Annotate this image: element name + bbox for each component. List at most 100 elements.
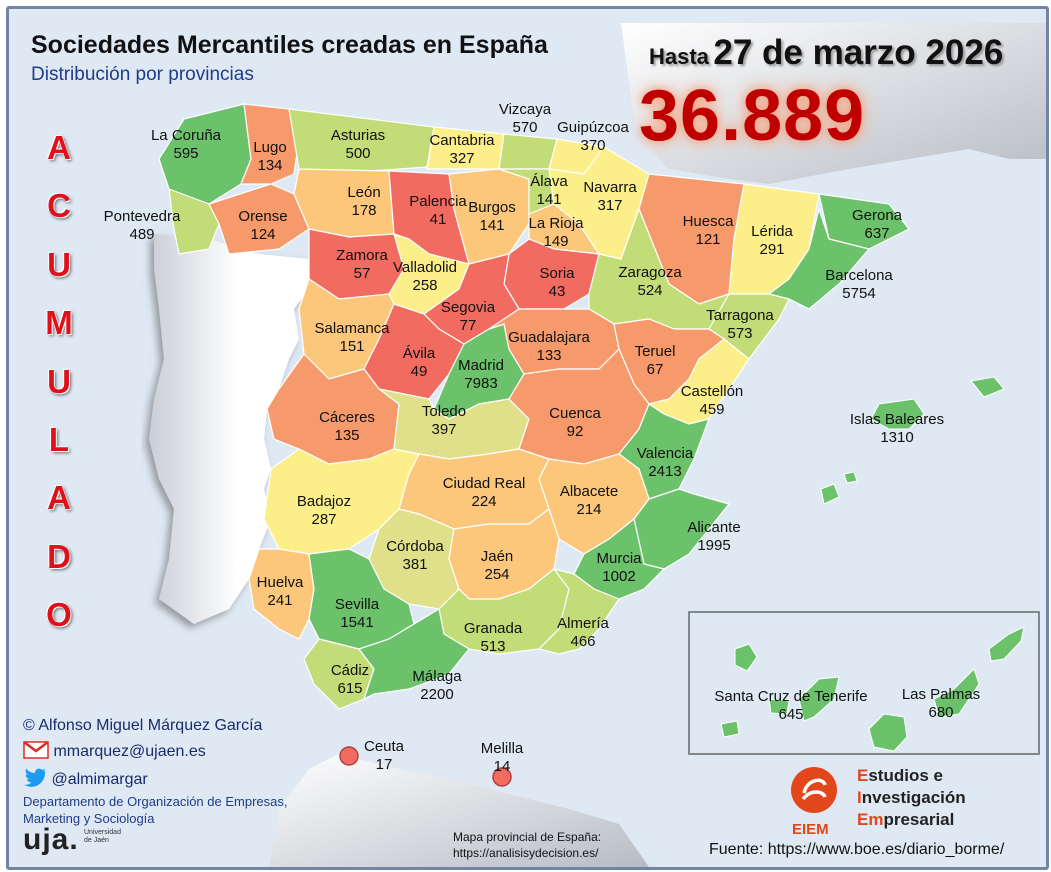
province-name: Valencia [636, 445, 694, 462]
vertical-letter: D [47, 537, 71, 575]
province-value: 214 [576, 501, 602, 518]
province-value: 1310 [880, 429, 914, 446]
date-value: 27 de marzo 2026 [713, 33, 1004, 72]
province-name: Castellón [680, 383, 744, 400]
province-value: 513 [480, 638, 506, 655]
province-value: 1002 [602, 568, 636, 585]
twitter-line[interactable]: @almimargar [23, 767, 148, 789]
province-label: Cáceres 135 [319, 409, 375, 445]
eiem-name: Estudios e Investigación Empresarial [857, 766, 966, 829]
province-label: Toledo 397 [422, 403, 466, 439]
province-value: 291 [759, 241, 785, 258]
province-value: 1995 [697, 537, 731, 554]
province-label: Barcelona 5754 [825, 267, 893, 303]
map-source-link[interactable]: https://analisisydecision.es/ [453, 846, 599, 860]
province-value: 241 [267, 592, 293, 609]
province-name: Cuenca [549, 405, 601, 422]
spain-province-map [149, 23, 1046, 867]
province-label: Lugo 134 [253, 139, 286, 175]
date-heading: Hasta 27 de marzo 2026 [649, 33, 1003, 73]
province-label: Segovia 77 [441, 299, 495, 335]
province-label: Huelva 241 [257, 574, 304, 610]
province-value: 5754 [842, 285, 876, 302]
province-label: La Rioja 149 [528, 215, 583, 251]
province-name: Ávila [402, 345, 436, 362]
province-name: Vizcaya [498, 101, 552, 118]
province-value: 370 [580, 137, 606, 154]
province-label: Madrid 7983 [458, 357, 504, 393]
vertical-letter: L [48, 420, 70, 458]
province-name: Jaén [480, 548, 514, 565]
province-gerona[interactable] [818, 193, 910, 250]
total-count: 36.889 [639, 76, 866, 156]
ceuta-marker[interactable] [339, 746, 359, 766]
canary-islands[interactable] [720, 626, 1025, 752]
province-name: La Rioja [528, 215, 584, 232]
province-label: Córdoba 381 [386, 538, 444, 574]
province-name: Zaragoza [618, 264, 682, 281]
province-name: La Coruña [150, 127, 222, 144]
vertical-letter: U [47, 245, 71, 283]
province-name: Palencia [409, 193, 467, 210]
page-subtitle: Distribución por provincias [31, 64, 254, 85]
province-orense[interactable] [208, 183, 310, 255]
province-label: Jaén 254 [481, 548, 514, 584]
province-name: Madrid [458, 357, 504, 374]
province-label: Badajoz 287 [297, 493, 351, 529]
province-label: Ávila 49 [403, 345, 436, 381]
province-value: 500 [345, 145, 371, 162]
province-label: Alicante 1995 [687, 519, 740, 555]
province-value: 41 [429, 211, 447, 228]
data-source[interactable]: Fuente: https://www.boe.es/diario_borme/ [709, 841, 1005, 858]
province-name: Islas Baleares [849, 411, 945, 428]
vertical-letter: U [47, 362, 71, 400]
province-label: Cantabria 327 [429, 132, 494, 168]
province-value: 121 [695, 231, 721, 248]
province-avila[interactable] [363, 303, 465, 400]
province-name: Ciudad Real [442, 475, 526, 492]
province-label: Lérida 291 [751, 223, 793, 259]
twitter-icon [24, 768, 46, 787]
melilla-marker[interactable] [492, 767, 512, 787]
eiem-logo-icon [791, 767, 837, 813]
province-label: Tarragona 573 [706, 307, 774, 343]
province-name: Melilla [480, 740, 524, 757]
province-name: Valladolid [393, 259, 457, 276]
province-value: 149 [543, 233, 569, 250]
province-barcelona[interactable] [767, 206, 871, 310]
province-label: León 178 [347, 184, 380, 220]
province-label: Melilla 14 [481, 740, 524, 776]
province-name: Soria [539, 265, 575, 282]
province-value: 92 [566, 423, 584, 440]
email-line[interactable]: mmarquez@ujaen.es [23, 741, 206, 761]
province-value: 141 [479, 217, 505, 234]
balearic-islands[interactable] [820, 376, 1005, 505]
department-line: Departamento de Organización de Empresas… [23, 794, 288, 809]
province-label: Sevilla 1541 [335, 596, 379, 632]
province-vizcaya[interactable] [498, 133, 558, 170]
province-label: Guadalajara 133 [508, 329, 590, 365]
province-name: Teruel [634, 343, 676, 360]
province-almeria[interactable] [537, 568, 620, 655]
province-asturias[interactable] [288, 108, 435, 172]
province-value: 615 [337, 680, 363, 697]
province-value: 381 [402, 556, 428, 573]
province-value: 141 [536, 191, 562, 208]
province-label: Valladolid 258 [393, 259, 457, 295]
province-value: 17 [375, 756, 393, 773]
email-text: mmarquez@ujaen.es [53, 743, 206, 760]
province-value: 287 [311, 511, 337, 528]
province-label: Zamora 57 [336, 247, 388, 283]
province-label: Vizcaya 570 [499, 101, 551, 137]
province-label: Orense 124 [238, 208, 287, 244]
vertical-letter: A [47, 129, 71, 166]
province-name: Toledo [421, 403, 467, 420]
province-name: León [347, 184, 381, 201]
province-value: 258 [412, 277, 438, 294]
province-label: Burgos 141 [468, 199, 516, 235]
province-malaga[interactable] [358, 608, 470, 701]
map-panel: Sociedades Mercantiles creadas en España… [6, 6, 1049, 870]
province-label: La Coruña 595 [151, 127, 221, 163]
province-value: 67 [646, 361, 664, 378]
province-value: 134 [257, 157, 283, 174]
